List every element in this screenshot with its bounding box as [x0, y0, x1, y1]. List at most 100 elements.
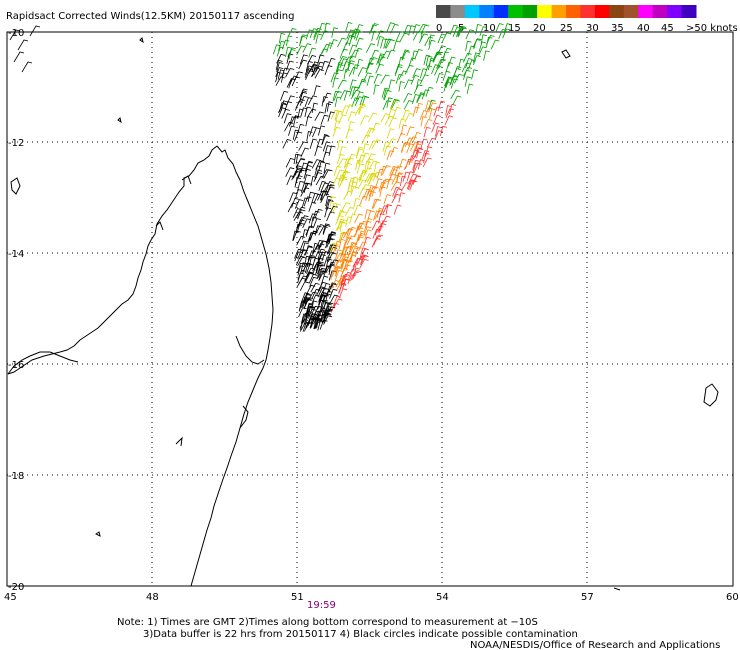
wind-barb	[440, 125, 447, 137]
notes: Note: 1) Times are GMT 2)Times along bot…	[117, 617, 720, 650]
legend-label-30: 30	[586, 23, 599, 34]
wind-barb	[275, 71, 282, 83]
wind-barb	[297, 265, 305, 276]
wind-barb	[296, 45, 306, 56]
wind-barb	[333, 69, 343, 80]
note-line-1: Note: 1) Times are GMT 2)Times along bot…	[117, 617, 538, 628]
wind-barb	[369, 24, 377, 35]
wind-barb	[327, 57, 336, 68]
wind-barb	[311, 192, 319, 203]
wind-barb	[368, 112, 378, 123]
wind-barb	[286, 95, 295, 106]
wind-barb	[324, 103, 331, 114]
wind-barb	[348, 226, 357, 237]
wind-barb	[419, 74, 429, 84]
wind-barb	[333, 259, 343, 270]
wind-barb	[406, 171, 415, 182]
wind-barb	[323, 265, 332, 276]
wind-barb	[344, 207, 354, 217]
wind-barb	[333, 298, 343, 309]
wind-barb	[306, 303, 313, 315]
wind-barb	[349, 241, 356, 253]
wind-barb	[462, 52, 472, 63]
wind-barb	[407, 136, 418, 146]
wind-barb	[372, 228, 381, 239]
wind-barb	[278, 40, 286, 52]
wind-barb	[341, 259, 349, 271]
wind-barb	[329, 39, 338, 50]
wind-barb	[354, 213, 363, 224]
wind-barb	[280, 100, 288, 111]
wind-barb	[395, 173, 403, 184]
wind-barb	[345, 22, 353, 33]
wind-barb	[332, 90, 340, 102]
wind-barb	[356, 80, 367, 91]
wind-barb	[303, 174, 311, 185]
wind-barb	[337, 210, 345, 221]
wind-barb	[395, 64, 403, 75]
seychelles-island	[561, 49, 571, 59]
wind-barb	[310, 216, 318, 228]
legend-swatch	[652, 5, 668, 18]
wind-barb	[382, 165, 391, 175]
wind-barb	[317, 309, 326, 320]
wind-barb	[421, 89, 430, 100]
map-title: Rapidsact Corrected Winds(12.5KM) 201501…	[6, 11, 294, 22]
wind-barb	[289, 192, 298, 203]
wind-barb	[381, 87, 389, 98]
wind-barb	[17, 39, 29, 51]
wind-barb	[436, 73, 444, 84]
wind-barb	[423, 54, 431, 65]
lon-label-48: 48	[146, 592, 159, 603]
wind-barb	[359, 195, 368, 206]
wind-barb	[410, 75, 420, 85]
wind-barb	[313, 85, 321, 96]
wind-barb	[452, 27, 461, 37]
wind-barb	[449, 75, 458, 86]
lon-label-60: 60	[726, 592, 739, 603]
wind-barb	[386, 128, 395, 139]
wind-barb	[368, 160, 378, 171]
lon-labels: 45 48 51 54 57 60	[4, 592, 739, 603]
wind-barb	[368, 140, 378, 151]
wind-barb	[326, 101, 334, 112]
wind-barb	[308, 213, 317, 224]
wind-barb	[398, 81, 405, 92]
wind-barb	[302, 297, 311, 308]
wind-barb	[412, 24, 421, 35]
wind-barb	[345, 260, 353, 271]
wind-barb	[315, 33, 323, 44]
wind-barb	[306, 254, 316, 265]
wind-barb	[291, 197, 299, 208]
wind-barb	[330, 280, 340, 290]
wind-barb	[326, 306, 336, 317]
wind-barb	[473, 52, 480, 63]
wind-barb	[355, 37, 364, 48]
wind-barb	[318, 22, 326, 34]
wind-barb	[371, 139, 381, 149]
wind-barb	[309, 126, 317, 137]
wind-barb	[391, 193, 401, 204]
wind-barb	[351, 97, 360, 108]
wind-barb	[358, 154, 366, 165]
wind-barb	[349, 250, 358, 262]
wind-barb	[423, 152, 430, 164]
wind-barb	[285, 46, 292, 58]
wind-barb	[341, 105, 350, 115]
wind-barb	[311, 61, 319, 72]
wind-barb	[396, 172, 404, 183]
wind-barb	[309, 230, 318, 241]
wind-barb	[305, 61, 313, 72]
reef-2	[613, 587, 621, 591]
wind-barb	[297, 269, 306, 280]
wind-barb	[377, 36, 384, 47]
wind-barb	[354, 96, 364, 106]
legend-swatch	[522, 5, 538, 18]
glorieuses-island	[139, 37, 144, 44]
wind-barb	[333, 90, 342, 101]
wind-barb	[299, 95, 309, 106]
wind-barb	[326, 42, 334, 53]
wind-barb	[402, 171, 410, 182]
wind-barb	[416, 102, 423, 114]
wind-barb	[298, 91, 307, 102]
